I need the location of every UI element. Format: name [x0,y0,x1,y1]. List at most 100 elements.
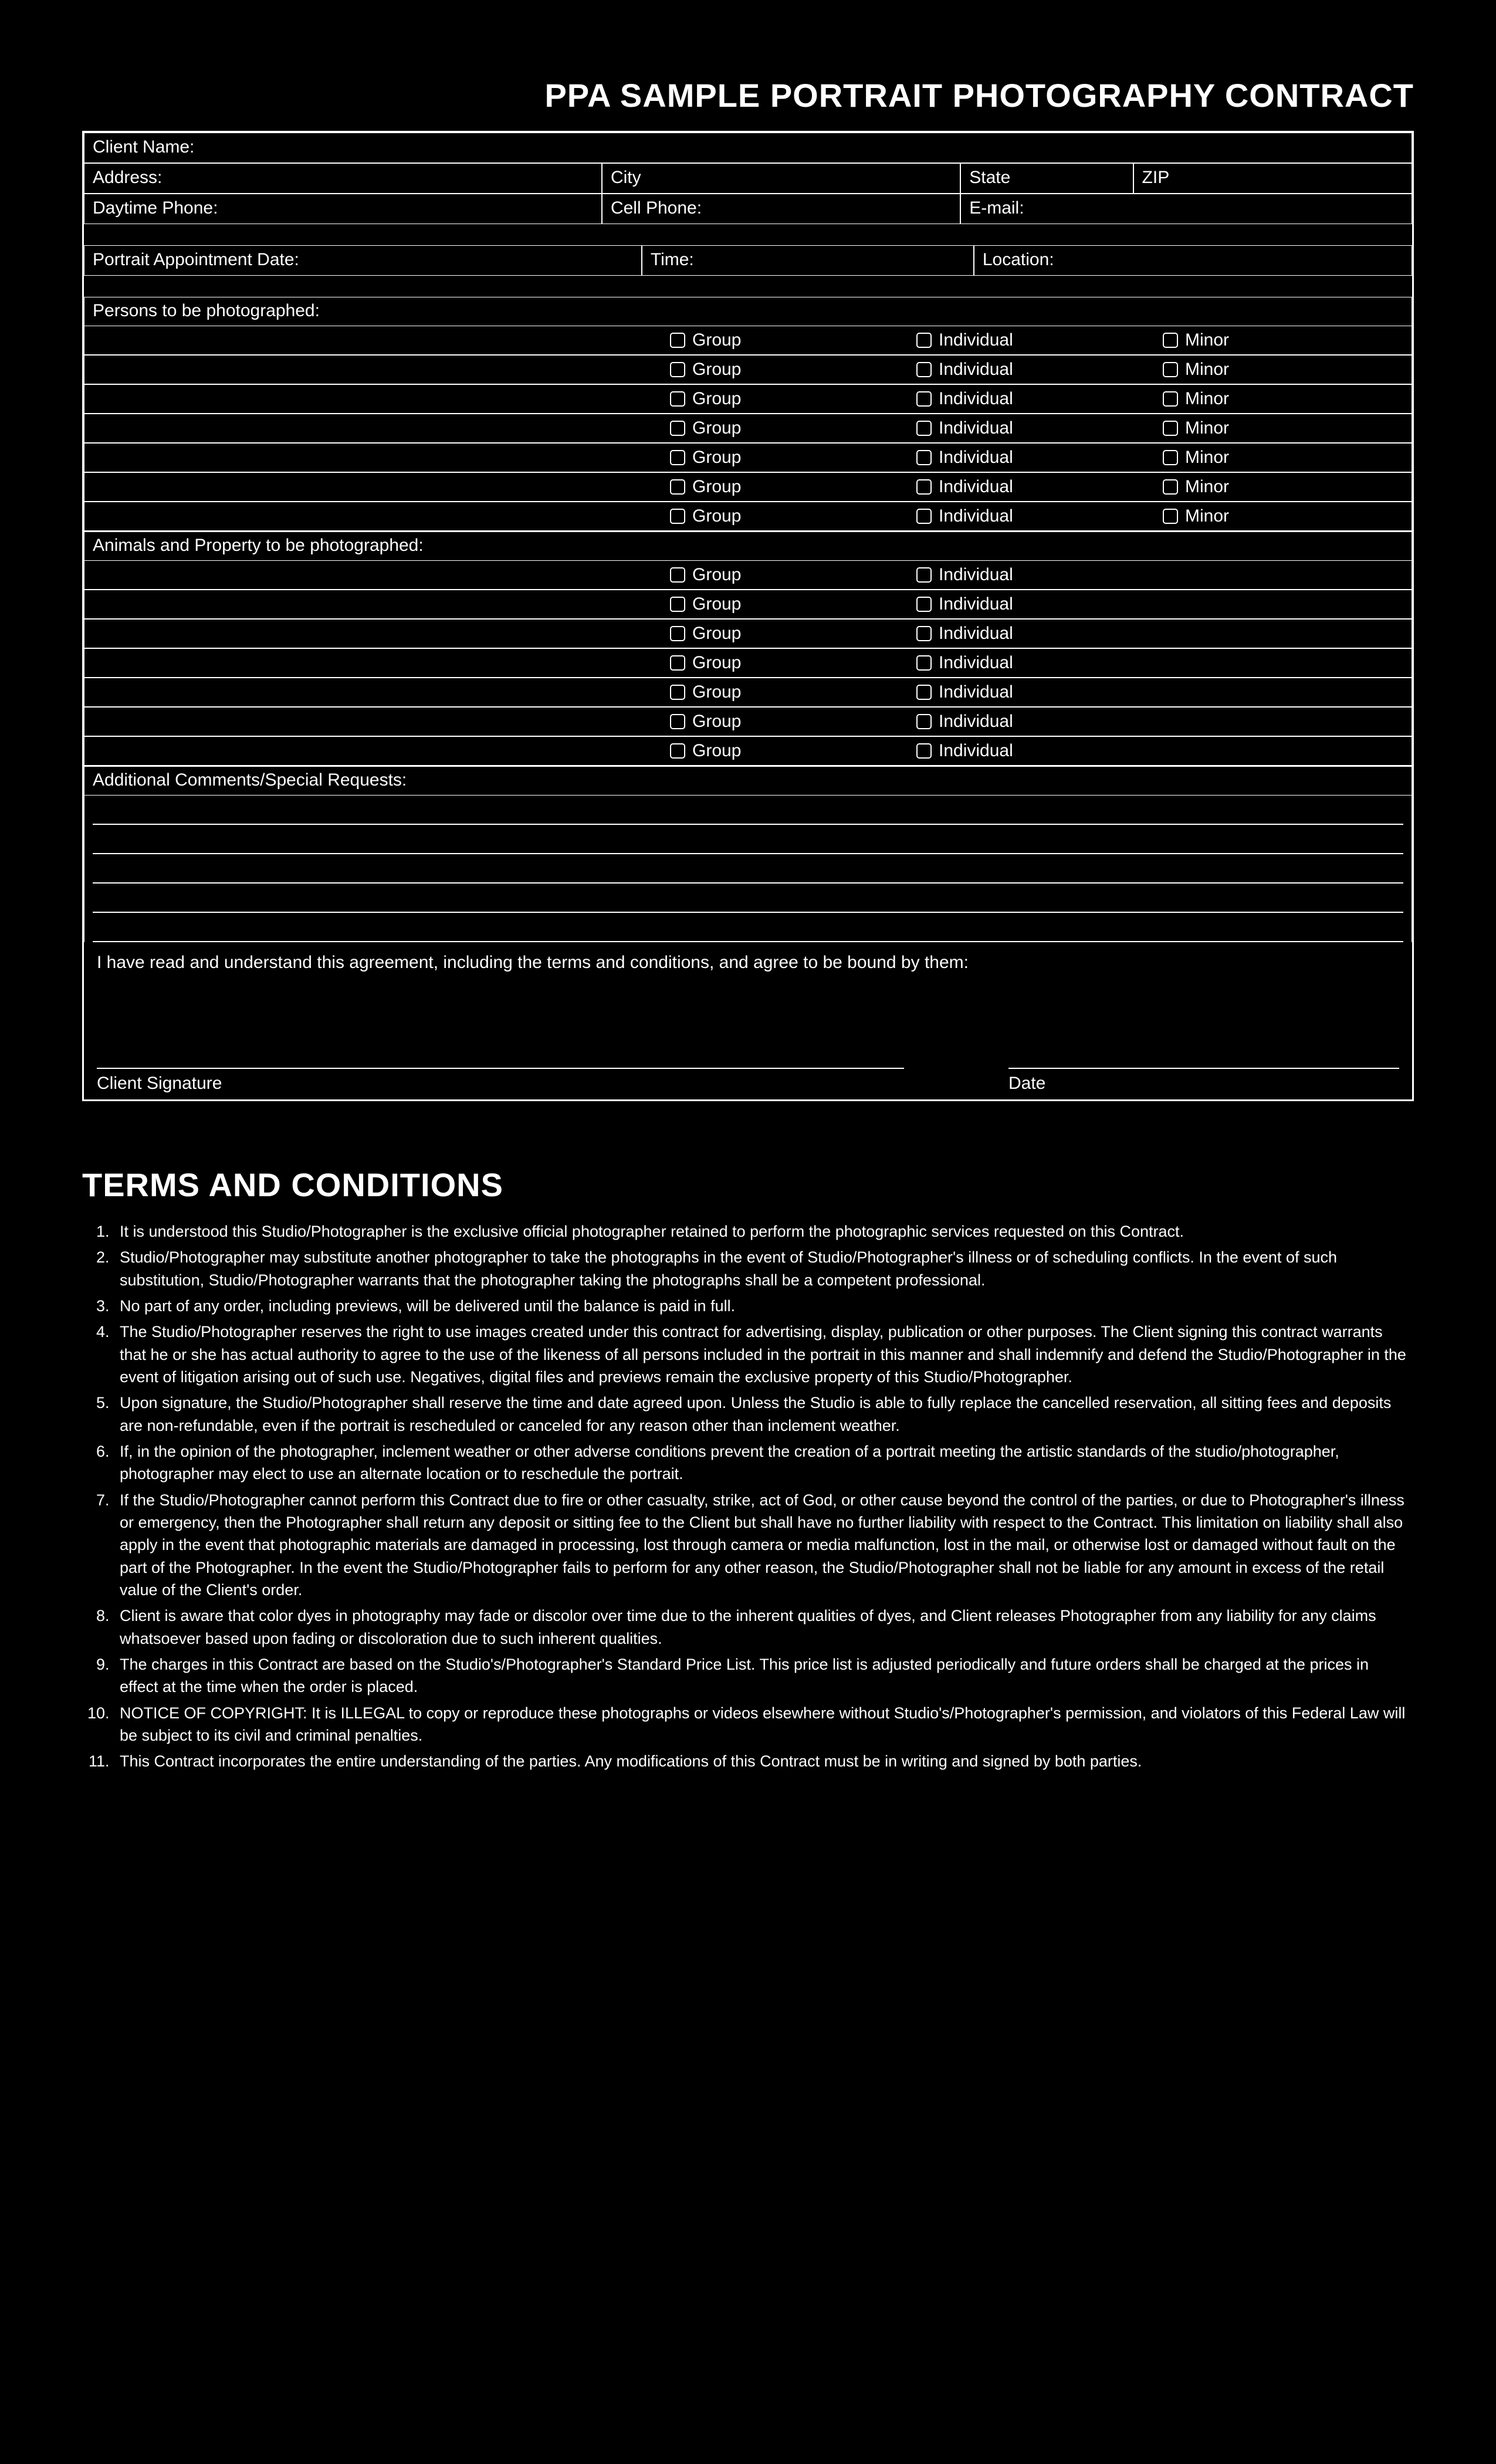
checkbox-option[interactable]: Minor [1157,418,1403,438]
checkbox-label: Individual [939,594,1013,614]
comment-line[interactable] [93,884,1403,913]
checkbox-icon [916,567,932,583]
checkbox-icon [916,509,932,524]
checkbox-label: Individual [939,741,1013,761]
checkbox-option[interactable]: Group [664,565,911,585]
checkbox-option[interactable]: Group [664,418,911,438]
list-item: GroupIndividual Minor [84,414,1412,444]
field-zip[interactable]: ZIP [1133,163,1412,194]
checkbox-option[interactable]: Group [664,330,911,350]
checkbox-icon [670,479,685,495]
checkbox-option[interactable]: Group [664,682,911,702]
checkbox-option[interactable]: Individual [911,330,1157,350]
field-daytime-phone[interactable]: Daytime Phone: [84,194,602,224]
comment-line[interactable] [93,913,1403,942]
client-signature-label[interactable]: Client Signature [97,1068,904,1094]
field-cell-phone[interactable]: Cell Phone: [602,194,960,224]
checkbox-option[interactable]: Minor [1157,506,1403,526]
checkbox-icon [670,450,685,465]
checkbox-option[interactable]: Minor [1157,448,1403,468]
checkbox-option[interactable]: Group [664,506,911,526]
checkbox-option[interactable]: Group [664,594,911,614]
checkbox-option[interactable]: Individual [911,448,1157,468]
terms-item: Client is aware that color dyes in photo… [114,1605,1408,1650]
checkbox-label: Group [692,712,741,732]
field-state[interactable]: State [960,163,1133,194]
persons-area: GroupIndividualMinorGroupIndividualMinor… [84,326,1412,532]
checkbox-label: Minor [1185,360,1229,380]
comments-header: Additional Comments/Special Requests: [84,766,1412,796]
checkbox-option[interactable]: Individual [911,506,1157,526]
checkbox-icon [916,626,932,641]
terms-item: This Contract incorporates the entire un… [114,1750,1408,1772]
checkbox-option[interactable]: Group [664,712,911,732]
checkbox-option[interactable]: Minor [1157,330,1403,350]
date-label[interactable]: Date [1008,1068,1399,1094]
checkbox-icon [916,685,932,700]
signature-gap [84,980,1412,1068]
checkbox-option[interactable]: Group [664,389,911,409]
row-appointment: Portrait Appointment Date: Time: Locatio… [84,245,1412,276]
terms-item: The charges in this Contract are based o… [114,1653,1408,1698]
list-item: GroupIndividual Minor [84,356,1412,385]
checkbox-icon [670,655,685,671]
checkbox-icon [916,333,932,348]
field-client-name[interactable]: Client Name: [84,133,1412,163]
checkbox-option[interactable]: Individual [911,389,1157,409]
checkbox-icon [916,714,932,729]
field-address[interactable]: Address: [84,163,602,194]
checkbox-option[interactable]: Individual [911,477,1157,497]
list-item: GroupIndividual [84,620,1412,649]
checkbox-label: Group [692,389,741,409]
field-city[interactable]: City [602,163,960,194]
checkbox-option[interactable]: Individual [911,360,1157,380]
checkbox-label: Minor [1185,506,1229,526]
checkbox-option[interactable]: Individual [911,565,1157,585]
checkbox-icon [1163,509,1178,524]
terms-title: TERMS AND CONDITIONS [82,1166,1414,1204]
checkbox-label: Group [692,477,741,497]
list-item: Group Individual Minor [84,473,1412,502]
checkbox-label: Individual [939,477,1013,497]
checkbox-option[interactable]: Group [664,360,911,380]
checkbox-option[interactable]: Individual [911,741,1157,761]
checkbox-icon [670,509,685,524]
checkbox-option[interactable]: Individual [911,653,1157,673]
terms-item: Studio/Photographer may substitute anoth… [114,1246,1408,1291]
checkbox-option[interactable]: Individual [911,418,1157,438]
terms-item: No part of any order, including previews… [114,1295,1408,1317]
comment-line[interactable] [93,796,1403,825]
checkbox-option[interactable]: Individual [911,594,1157,614]
checkbox-option[interactable]: Group [664,477,911,497]
checkbox-option[interactable]: Group [664,624,911,644]
checkbox-option[interactable]: Group [664,448,911,468]
comment-line[interactable] [93,854,1403,884]
checkbox-label: Minor [1185,418,1229,438]
field-location[interactable]: Location: [974,245,1412,276]
checkbox-icon [916,655,932,671]
checkbox-option[interactable]: Individual [911,682,1157,702]
row-phones: Daytime Phone: Cell Phone: E-mail: [84,194,1412,224]
page: PPA SAMPLE PORTRAIT PHOTOGRAPHY CONTRACT… [0,0,1496,2464]
field-time[interactable]: Time: [642,245,974,276]
checkbox-label: Individual [939,682,1013,702]
checkbox-icon [916,391,932,407]
checkbox-icon [670,567,685,583]
list-item: GroupIndividual [84,561,1412,590]
checkbox-label: Individual [939,712,1013,732]
checkbox-option[interactable]: Individual [911,712,1157,732]
terms-item: The Studio/Photographer reserves the rig… [114,1321,1408,1388]
checkbox-option[interactable]: Minor [1157,389,1403,409]
comment-line[interactable] [93,825,1403,854]
comments-lines [84,796,1412,942]
checkbox-label: Group [692,506,741,526]
field-appt-date[interactable]: Portrait Appointment Date: [84,245,642,276]
checkbox-icon [1163,479,1178,495]
checkbox-option[interactable]: Group [664,653,911,673]
terms-item: If the Studio/Photographer cannot perfor… [114,1489,1408,1602]
checkbox-option[interactable]: Individual [911,624,1157,644]
checkbox-option[interactable]: Group [664,741,911,761]
field-email[interactable]: E-mail: [960,194,1412,224]
checkbox-option[interactable]: Minor [1157,360,1403,380]
checkbox-option[interactable]: Minor [1157,477,1403,497]
